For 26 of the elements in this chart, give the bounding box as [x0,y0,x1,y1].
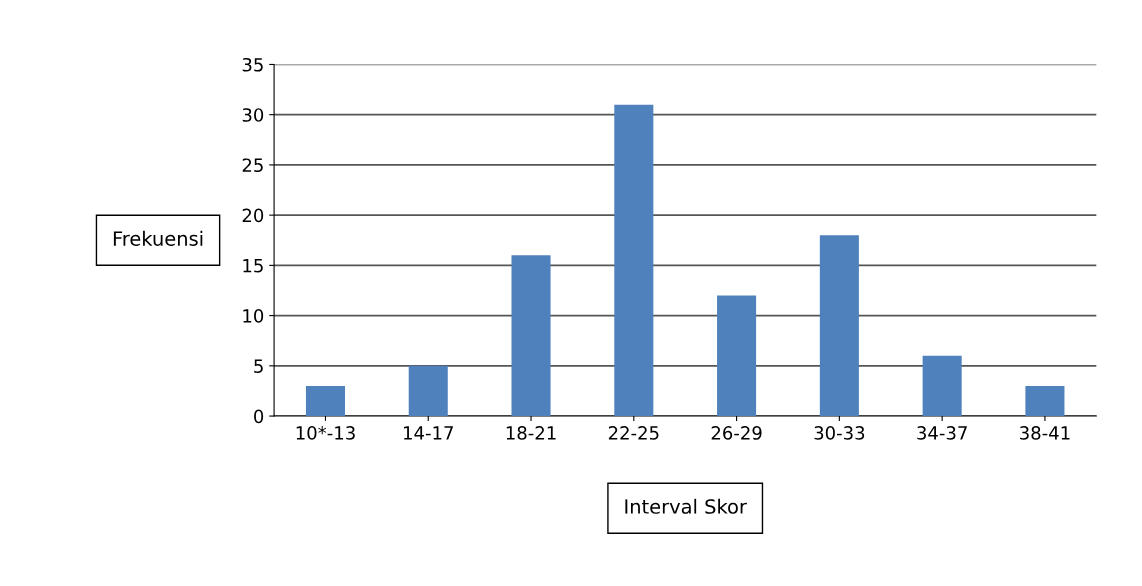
y-tick-label: 15 [243,259,263,273]
bar [922,355,962,417]
x-tick-label: 26-29 [711,426,762,440]
x-tick-label: 22-25 [608,426,659,440]
y-tick-label: 30 [242,108,264,122]
x-tick-label: 14-17 [404,426,453,440]
y-tick-label: 0 [254,409,264,424]
bar [1025,385,1065,417]
bar [408,365,448,417]
bar [717,295,757,417]
x-tick-label: 34-37 [917,426,967,440]
x-tick-label: 18-21 [506,426,556,440]
x-axis-title: Interval Skor [625,498,747,514]
bar [819,235,859,417]
x-tick-label: 10*-13 [296,426,355,440]
y-tick-label: 10 [243,309,264,323]
y-axis-title: Frekuensi [113,230,203,246]
y-tick-label: 35 [242,57,263,72]
y-tick-label: 5 [254,359,263,373]
x-tick-label: 38-41 [1020,426,1070,440]
x-tick-label: 30-33 [814,426,865,440]
y-tick-label: 25 [242,158,263,173]
bar [305,385,345,417]
y-tick-label: 20 [242,208,264,223]
bar [511,255,551,417]
bar [614,104,654,417]
